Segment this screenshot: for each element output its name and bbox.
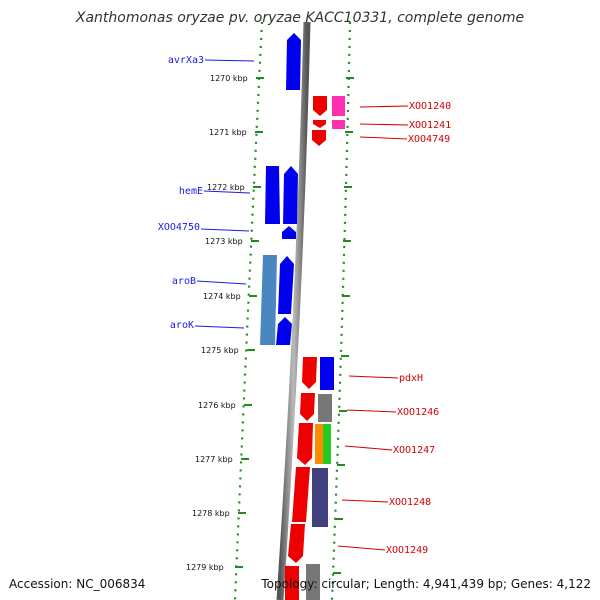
label-aroB[interactable]: aroB xyxy=(172,276,196,287)
label-XOO1247[interactable]: XOO1247 xyxy=(393,445,435,456)
scale-label-1273: 1273 kbp xyxy=(205,237,243,246)
gene-avrXa3[interactable] xyxy=(286,33,301,90)
label-XOO1249[interactable]: XOO1249 xyxy=(386,545,428,556)
left-labels: avrXa3 hemE XOO4750 aroB aroK xyxy=(158,55,204,331)
gene-XOO1240-pink[interactable] xyxy=(332,96,345,116)
left-ruler-ticks xyxy=(235,77,264,568)
gene-XOO1241[interactable] xyxy=(313,120,326,128)
gene-XOO1246[interactable] xyxy=(300,393,315,421)
gene-XOO4749[interactable] xyxy=(312,130,326,146)
genome-backbone xyxy=(276,21,311,600)
label-aroK[interactable]: aroK xyxy=(170,320,194,331)
scale-label-1275: 1275 kbp xyxy=(201,346,239,355)
left-leaders xyxy=(194,59,255,329)
label-XOO1248[interactable]: XOO1248 xyxy=(389,497,431,508)
gene-XOO1246-gray[interactable] xyxy=(318,394,332,422)
gene-XOO1240[interactable] xyxy=(313,96,327,116)
accession-text: Accession: NC_006834 xyxy=(9,577,146,591)
scale-label-1272: 1272 kbp xyxy=(207,183,245,192)
scale-label-1278: 1278 kbp xyxy=(192,509,230,518)
scale-label-1276: 1276 kbp xyxy=(198,401,236,410)
gene-aroK[interactable] xyxy=(276,317,292,345)
gene-pdxH-blue[interactable] xyxy=(320,357,334,390)
label-avrXa3[interactable]: avrXa3 xyxy=(168,55,204,66)
right-genes xyxy=(285,96,345,600)
label-hemE[interactable]: hemE xyxy=(179,186,203,197)
gene-XOO1249-gray[interactable] xyxy=(306,564,320,600)
scale-label-1271: 1271 kbp xyxy=(209,128,247,137)
left-genes xyxy=(260,33,301,345)
label-XOO4749[interactable]: XOO4749 xyxy=(408,134,450,145)
genome-title: Xanthomonas oryzae pv. oryzae KACC10331,… xyxy=(75,10,525,26)
gene-hemE[interactable] xyxy=(265,166,280,224)
label-XOO4750[interactable]: XOO4750 xyxy=(158,222,200,233)
scale-label-1270: 1270 kbp xyxy=(210,74,248,83)
topology-text: Topology: circular; Length: 4,941,439 bp… xyxy=(261,577,591,591)
gene-XOO1247-orange[interactable] xyxy=(315,424,323,464)
label-XOO1241[interactable]: XOO1241 xyxy=(409,120,451,131)
gene-aroB[interactable] xyxy=(278,256,294,314)
gene-XOO1248[interactable] xyxy=(292,467,310,522)
right-labels: XOO1240 XOO1241 XOO4749 pdxH XOO1246 XOO… xyxy=(386,101,451,556)
gene-XOO1241-pink[interactable] xyxy=(332,120,345,129)
label-XOO1246[interactable]: XOO1246 xyxy=(397,407,439,418)
right-leaders xyxy=(337,105,409,551)
label-XOO1240[interactable]: XOO1240 xyxy=(409,101,451,112)
scale-labels: 1270 kbp 1271 kbp 1272 kbp 1273 kbp 1274… xyxy=(186,74,248,572)
gene-XOO4750[interactable] xyxy=(282,226,296,239)
gene-XOO1247-green[interactable] xyxy=(323,424,331,464)
scale-label-1274: 1274 kbp xyxy=(203,292,241,301)
gene-XOO1249[interactable] xyxy=(288,524,305,563)
gene-XOO1247[interactable] xyxy=(297,423,313,465)
gene-bottom-red[interactable] xyxy=(285,566,299,600)
gene-XOO1248-slate[interactable] xyxy=(312,468,328,527)
right-ruler-ticks xyxy=(333,77,354,574)
gene-aroB-light[interactable] xyxy=(260,255,277,345)
gene-pdxH[interactable] xyxy=(302,357,317,389)
scale-label-1277: 1277 kbp xyxy=(195,455,233,464)
label-pdxH[interactable]: pdxH xyxy=(399,373,423,384)
scale-label-1279: 1279 kbp xyxy=(186,563,224,572)
gene-hemE-2[interactable] xyxy=(283,166,298,224)
